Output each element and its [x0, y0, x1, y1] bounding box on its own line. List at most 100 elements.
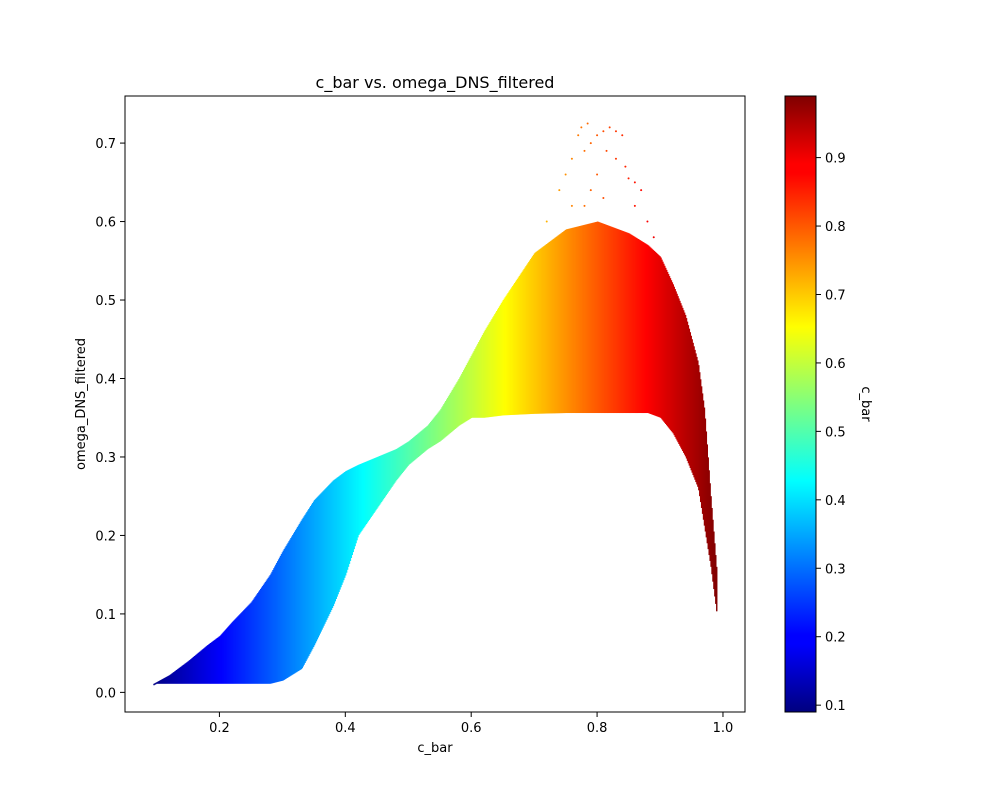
scatter-strip	[441, 407, 443, 440]
scatter-strip	[395, 449, 397, 482]
scatter-strip	[569, 228, 572, 414]
scatter-strip	[468, 359, 471, 420]
scatter-strip	[325, 488, 327, 622]
scatter-strip	[329, 483, 332, 612]
scatter-strip	[287, 542, 289, 678]
scatter-strip	[640, 240, 642, 414]
scatter-strip	[322, 491, 324, 628]
colorbar-tick-label: 0.1	[825, 699, 846, 714]
scatter-strip	[592, 222, 594, 414]
scatter-strip	[326, 487, 328, 620]
colorbar-tick-label: 0.5	[825, 425, 846, 440]
scatter-strip	[625, 232, 627, 414]
scatter-strip	[271, 571, 273, 684]
scatter-strip	[317, 496, 320, 638]
scatter-strip	[332, 480, 335, 607]
scatter-strip	[524, 267, 526, 415]
scatter-strip	[506, 294, 508, 416]
scatter-strip	[315, 498, 318, 642]
scatter-strip	[191, 658, 193, 684]
scatter-strip	[290, 538, 292, 676]
scatter-strip	[661, 259, 663, 420]
scatter-strip	[208, 644, 210, 684]
scatter-strip	[607, 225, 609, 414]
scatter-strip	[598, 222, 601, 414]
scatter-strip	[548, 241, 551, 414]
colorbar-tick-label: 0.6	[825, 357, 846, 372]
scatter-strip	[245, 607, 248, 684]
scatter-strip	[215, 638, 218, 684]
scatter-strip	[591, 222, 593, 414]
colorbar-tick-label: 0.2	[825, 631, 846, 646]
scatter-strip	[666, 269, 668, 426]
scatter-strip	[257, 592, 259, 684]
scatter-strip	[523, 268, 525, 415]
scatter-point	[614, 157, 617, 160]
scatter-strip	[364, 461, 367, 526]
scatter-strip	[502, 300, 505, 416]
scatter-strip	[463, 368, 466, 423]
scatter-point	[602, 130, 605, 133]
scatter-strip	[632, 235, 634, 414]
scatter-strip	[687, 325, 690, 464]
scatter-strip	[219, 635, 221, 684]
y-tick-label: 0.6	[95, 216, 116, 231]
scatter-strip	[668, 276, 671, 429]
scatter-strip	[575, 226, 577, 414]
scatter-strip	[177, 668, 180, 684]
scatter-strip	[250, 602, 252, 684]
scatter-strip	[216, 638, 218, 684]
scatter-strip	[513, 284, 515, 415]
scatter-strip	[529, 260, 531, 415]
scatter-strip	[201, 649, 203, 684]
scatter-strip	[380, 455, 383, 503]
scatter-strip	[675, 291, 677, 439]
scatter-strip	[228, 625, 231, 684]
scatter-strip	[306, 511, 308, 660]
scatter-strip	[328, 484, 331, 614]
scatter-strip	[698, 365, 700, 491]
scatter-strip	[285, 545, 287, 679]
scatter-strip	[196, 653, 199, 684]
scatter-strip	[327, 486, 329, 618]
scatter-strip	[184, 663, 186, 684]
scatter-strip	[253, 598, 255, 684]
colorbar-tick-label: 0.8	[825, 220, 846, 235]
scatter-strip	[311, 503, 314, 649]
scatter-strip	[630, 234, 632, 414]
scatter-strip	[162, 678, 165, 684]
scatter-strip	[198, 652, 201, 684]
scatter-strip	[438, 411, 440, 443]
scatter-strip	[654, 251, 657, 416]
x-axis-label: c_bar	[417, 741, 453, 756]
scatter-strip	[412, 438, 414, 462]
scatter-strip	[352, 467, 354, 553]
scatter-strip	[458, 379, 460, 426]
scatter-strip	[334, 479, 336, 602]
scatter-strip	[308, 508, 310, 656]
scatter-strip	[581, 225, 584, 414]
scatter-strip	[522, 270, 524, 415]
scatter-strip	[188, 660, 190, 684]
scatter-point	[646, 220, 649, 223]
scatter-strip	[546, 244, 548, 414]
scatter-strip	[232, 621, 235, 684]
scatter-strip	[412, 437, 415, 461]
scatter-strip	[623, 231, 625, 414]
scatter-strip	[492, 317, 494, 417]
scatter-strip	[488, 323, 490, 418]
scatter-strip	[620, 230, 623, 414]
scatter-strip	[369, 459, 371, 519]
scatter-strip	[541, 247, 543, 414]
scatter-strip	[167, 675, 169, 684]
scatter-strip	[237, 616, 239, 684]
scatter-strip	[655, 252, 658, 417]
scatter-strip	[161, 679, 164, 684]
scatter-strip	[690, 335, 692, 471]
scatter-strip	[429, 423, 431, 448]
scatter-strip	[701, 393, 704, 514]
scatter-strip	[636, 238, 639, 414]
scatter-strip	[553, 238, 556, 414]
scatter-strip	[521, 271, 523, 415]
